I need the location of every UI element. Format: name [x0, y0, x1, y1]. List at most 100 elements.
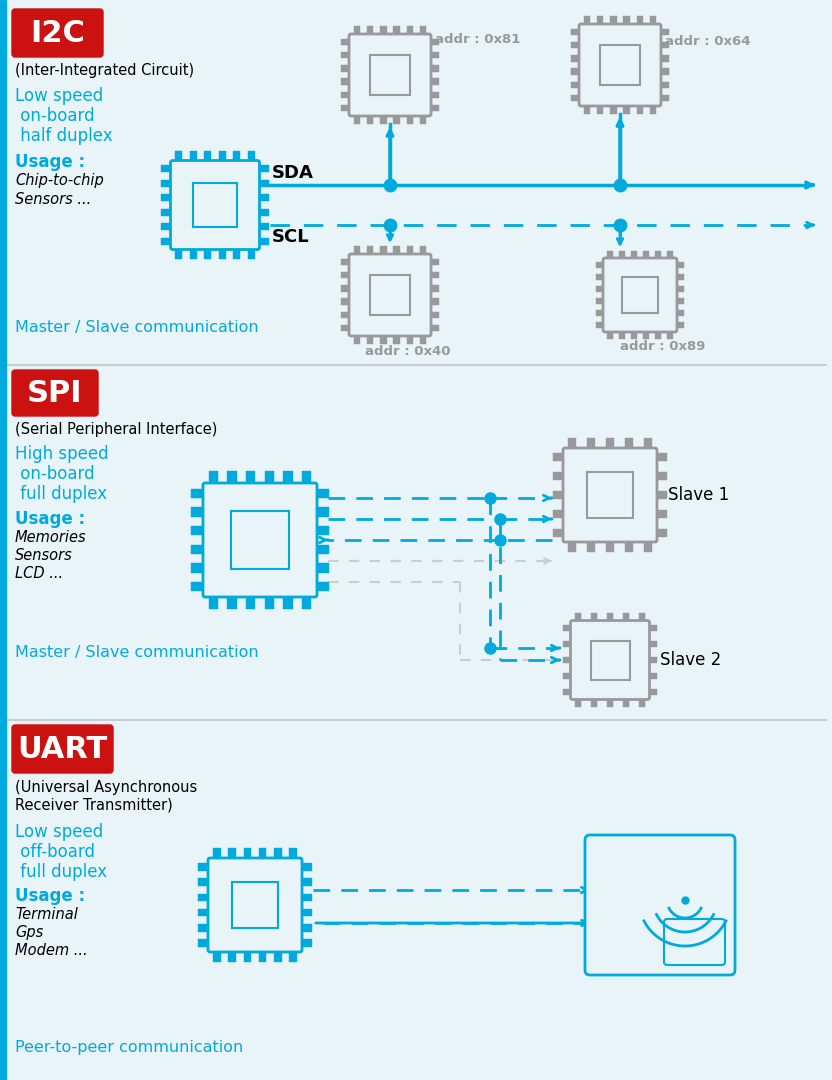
Text: Slave 1: Slave 1	[668, 486, 730, 504]
Bar	[367, 246, 374, 256]
Bar	[407, 114, 414, 124]
Bar	[341, 311, 351, 319]
Bar	[553, 529, 565, 537]
Bar	[597, 16, 603, 26]
Bar	[596, 322, 605, 327]
Bar	[354, 246, 360, 256]
Bar	[607, 251, 613, 260]
Bar	[429, 92, 439, 98]
FancyBboxPatch shape	[585, 835, 735, 975]
Bar	[596, 274, 605, 280]
Bar	[619, 330, 625, 339]
Bar	[315, 508, 329, 516]
Bar	[619, 251, 625, 260]
Bar	[591, 640, 630, 679]
Bar	[257, 165, 269, 173]
Bar	[639, 612, 645, 622]
Bar	[204, 247, 211, 258]
Bar	[198, 878, 210, 886]
Bar	[587, 540, 595, 552]
Bar	[568, 540, 576, 552]
Bar	[429, 272, 439, 279]
Bar	[675, 298, 684, 303]
Text: Tx: Tx	[263, 881, 285, 899]
Bar	[191, 526, 205, 536]
Bar	[429, 325, 439, 332]
Bar	[655, 472, 666, 480]
Text: Rx: Rx	[602, 874, 627, 892]
Bar	[290, 848, 297, 860]
Bar	[257, 238, 269, 245]
Bar	[596, 310, 605, 315]
Bar	[315, 582, 329, 592]
Bar	[176, 151, 182, 162]
Bar	[231, 881, 279, 929]
Bar	[315, 488, 329, 498]
Bar	[622, 276, 658, 313]
Bar	[429, 311, 439, 319]
Bar	[655, 453, 666, 460]
Bar	[176, 247, 182, 258]
Bar	[675, 262, 684, 268]
Bar	[190, 247, 197, 258]
Bar	[591, 698, 597, 707]
Bar	[227, 471, 236, 485]
Bar	[354, 114, 360, 124]
Bar	[191, 544, 205, 554]
Bar	[553, 510, 565, 518]
Bar	[571, 95, 581, 102]
Bar	[659, 68, 669, 75]
Bar	[596, 286, 605, 292]
Bar	[161, 194, 172, 201]
Text: Tx: Tx	[602, 918, 626, 936]
FancyBboxPatch shape	[208, 858, 302, 951]
Bar	[583, 104, 590, 114]
Bar	[369, 274, 410, 315]
FancyBboxPatch shape	[349, 254, 431, 336]
Bar	[655, 491, 666, 499]
Bar	[265, 471, 274, 485]
Bar	[429, 52, 439, 58]
Text: MISO: MISO	[265, 532, 310, 548]
Bar	[227, 595, 236, 609]
Bar	[610, 16, 617, 26]
Bar	[429, 79, 439, 85]
Bar	[367, 26, 374, 36]
Bar	[666, 251, 673, 260]
Bar	[213, 848, 220, 860]
Bar	[0, 0, 6, 1080]
Bar	[213, 950, 220, 961]
Text: Terminal: Terminal	[15, 907, 78, 922]
Text: High speed: High speed	[15, 445, 109, 463]
Text: full duplex: full duplex	[15, 863, 107, 881]
Bar	[553, 453, 565, 460]
Text: LCD ...: LCD ...	[15, 566, 63, 581]
Bar	[354, 26, 360, 36]
Bar	[666, 330, 673, 339]
Bar	[639, 698, 645, 707]
Bar	[607, 438, 614, 450]
Bar	[647, 673, 657, 679]
Bar	[553, 491, 565, 499]
Text: Rx: Rx	[263, 914, 286, 932]
Bar	[571, 28, 581, 36]
Bar	[429, 65, 439, 71]
Bar	[209, 471, 218, 485]
Bar	[302, 471, 311, 485]
Bar	[257, 208, 269, 216]
Bar	[204, 151, 211, 162]
Text: on-board: on-board	[15, 107, 95, 125]
Bar	[341, 39, 351, 45]
Bar	[209, 595, 218, 609]
Text: SPI: SPI	[27, 378, 83, 407]
Bar	[420, 114, 427, 124]
Bar	[341, 79, 351, 85]
Bar	[300, 878, 312, 886]
Bar	[429, 258, 439, 266]
Bar	[562, 673, 572, 679]
FancyBboxPatch shape	[12, 725, 113, 773]
Bar	[631, 330, 637, 339]
Bar	[591, 612, 597, 622]
Bar	[259, 848, 266, 860]
FancyBboxPatch shape	[603, 258, 677, 332]
